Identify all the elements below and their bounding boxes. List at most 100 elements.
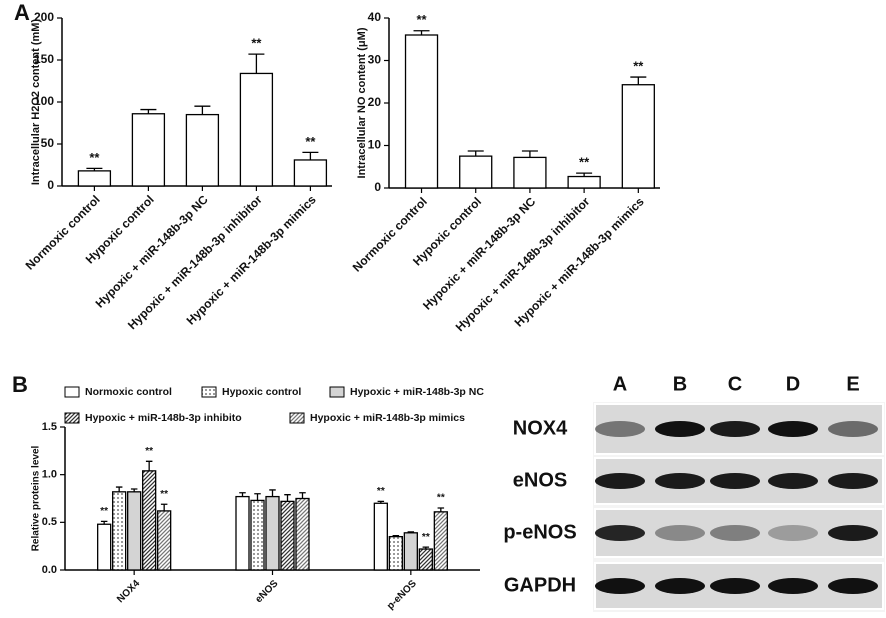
error-bar <box>576 172 593 177</box>
error-bar <box>299 492 306 499</box>
error-bar <box>239 492 246 497</box>
protein-label: eNOS <box>513 469 567 491</box>
blot-band <box>655 421 705 437</box>
legend-label: Hypoxic + miR-148b-3p inhibito <box>85 412 242 424</box>
y-axis-label: Intracellular H2O2 content (mM) <box>30 19 42 186</box>
y-axis-label: Relative proteins level <box>31 445 42 551</box>
blot-band <box>768 421 818 437</box>
y-tick-label: 0 <box>47 178 54 192</box>
lane-label: D <box>786 373 800 395</box>
bar <box>280 500 295 571</box>
y-tick-label: 1.5 <box>42 421 57 433</box>
y-tick-label: 1.0 <box>42 469 57 481</box>
lane-label: E <box>846 373 859 395</box>
bar <box>388 535 403 571</box>
bar <box>142 470 157 571</box>
bar <box>157 510 172 571</box>
x-tick-label: Hypoxic + miR-148b-3p NC <box>93 192 211 310</box>
y-tick-label: 150 <box>34 52 54 66</box>
x-tick-label: eNOS <box>253 578 280 605</box>
blot-band <box>655 578 705 594</box>
significance: ** <box>89 150 100 165</box>
protein-label: GAPDH <box>504 574 576 596</box>
blot-band <box>768 525 818 541</box>
significance: ** <box>160 489 168 500</box>
blot-band <box>828 421 878 437</box>
bar <box>295 497 310 571</box>
y-tick-label: 40 <box>368 10 382 24</box>
bar <box>459 155 493 189</box>
blot-band <box>595 473 645 489</box>
bar <box>404 34 439 189</box>
blot-band <box>710 473 760 489</box>
significance: ** <box>305 134 316 149</box>
blot-band <box>768 578 818 594</box>
blot-band <box>595 525 645 541</box>
legend-swatch <box>201 386 217 398</box>
error-bar <box>422 546 430 550</box>
y-axis-label: Intracellular NO content (μM) <box>356 27 368 178</box>
blot-band <box>828 525 878 541</box>
bar <box>265 495 280 571</box>
legend-label: Hypoxic + miR-148b-3p NC <box>350 386 484 398</box>
legend-label: Hypoxic control <box>222 386 301 398</box>
y-tick-label: 10 <box>368 138 382 152</box>
error-bar <box>521 150 538 158</box>
y-tick-label: 0 <box>374 180 381 194</box>
blot-band <box>828 578 878 594</box>
error-bar <box>467 150 484 157</box>
blot-band <box>655 525 705 541</box>
error-bar <box>407 531 415 533</box>
bar <box>373 502 388 571</box>
error-bar <box>100 520 108 525</box>
blot-band <box>595 578 645 594</box>
blot-band <box>828 473 878 489</box>
bar <box>293 159 328 187</box>
y-tick-label: 200 <box>34 10 54 24</box>
error-bar <box>302 151 319 160</box>
legend-swatch <box>329 386 345 398</box>
significance: ** <box>416 12 427 27</box>
bar <box>131 113 166 187</box>
significance: ** <box>422 532 430 543</box>
bar <box>97 523 112 571</box>
error-bar <box>254 493 261 501</box>
legend-label: Normoxic control <box>85 386 172 398</box>
bar <box>250 499 265 571</box>
error-bar <box>145 460 153 471</box>
protein-label: NOX4 <box>513 417 568 439</box>
y-tick-label: 0.0 <box>42 564 57 576</box>
error-bar <box>437 507 445 512</box>
error-bar <box>160 503 168 511</box>
y-tick-label: 100 <box>34 94 54 108</box>
panel-label: B <box>12 372 28 397</box>
significance: ** <box>100 506 108 517</box>
error-bar <box>248 53 265 74</box>
significance: ** <box>377 486 385 497</box>
bar <box>433 511 448 571</box>
y-tick-label: 30 <box>368 53 382 67</box>
legend-swatch <box>64 412 80 424</box>
blot-band <box>710 578 760 594</box>
error-bar <box>269 489 276 497</box>
significance: ** <box>633 59 644 74</box>
y-tick-label: 0.5 <box>42 516 57 528</box>
lane-label: B <box>673 373 687 395</box>
significance: ** <box>145 446 153 457</box>
blot-band <box>655 473 705 489</box>
x-tick-label: NOX4 <box>115 578 142 605</box>
significance: ** <box>437 493 445 504</box>
blot-band <box>710 525 760 541</box>
panel-label: A <box>14 0 30 25</box>
error-bar <box>130 488 138 492</box>
error-bar <box>115 486 123 492</box>
bar <box>621 84 655 189</box>
error-bar <box>413 30 430 35</box>
bar <box>235 495 250 571</box>
lane-label: C <box>728 373 742 395</box>
bar <box>403 532 418 571</box>
legend-label: Hypoxic + miR-148b-3p mimics <box>310 412 465 424</box>
error-bar <box>86 167 103 171</box>
bar <box>112 491 127 571</box>
